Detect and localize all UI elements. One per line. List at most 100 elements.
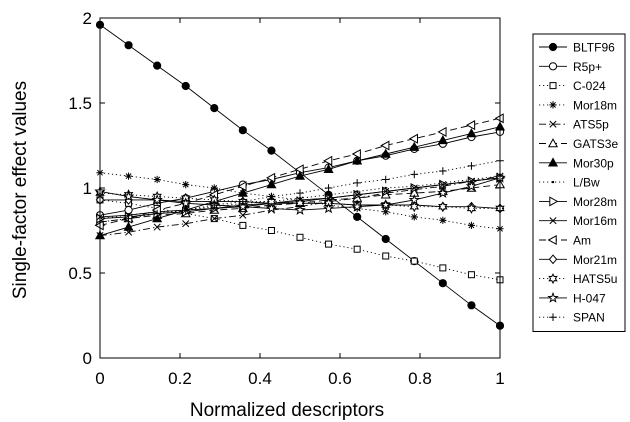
legend-entry: SPAN — [539, 311, 605, 325]
series-Am — [94, 113, 504, 231]
data-point — [353, 245, 361, 253]
data-point — [267, 227, 275, 234]
plot-area — [94, 20, 506, 330]
legend-entry: Mor16m — [539, 214, 617, 228]
data-point — [437, 126, 447, 137]
data-point — [210, 215, 218, 223]
legend-entry: Mor21m — [539, 253, 617, 267]
legend-label: L/Bw — [573, 176, 600, 190]
data-point — [438, 279, 447, 288]
data-point — [381, 175, 390, 184]
y-tick-label: 2 — [83, 9, 92, 28]
legend-marker — [547, 234, 557, 246]
data-point — [437, 134, 448, 145]
legend-label: Mor21m — [573, 253, 617, 267]
legend-label: C-024 — [573, 79, 606, 93]
data-point — [439, 216, 447, 224]
legend-marker — [547, 138, 559, 148]
data-point — [153, 209, 161, 218]
axes: 0 0.2 0.4 0.6 0.8 1 0 0.5 1 1.5 2 — [68, 9, 504, 388]
data-point — [179, 197, 192, 209]
data-point — [467, 162, 476, 170]
legend-entry: HATS5u — [539, 272, 617, 286]
legend-label: R5p+ — [573, 60, 602, 74]
data-point — [351, 148, 361, 160]
x-tick-label: 0 — [95, 369, 104, 388]
legend-box — [532, 33, 626, 332]
x-tick-label: 1 — [495, 369, 504, 388]
data-point — [124, 41, 133, 50]
data-point — [267, 192, 276, 201]
legend-marker — [549, 120, 557, 128]
x-tick-label: 0.8 — [408, 369, 432, 388]
data-point — [382, 187, 390, 195]
data-point — [408, 193, 421, 205]
data-point — [294, 204, 306, 215]
data-point — [182, 181, 190, 189]
data-point — [437, 187, 449, 198]
data-point — [153, 175, 161, 184]
legend-marker — [549, 82, 557, 90]
legend-entry: L/Bw — [539, 176, 600, 190]
x-tick-label: 0.2 — [168, 369, 192, 388]
legend-marker — [548, 254, 558, 265]
legend-label: SPAN — [573, 311, 605, 325]
data-point — [181, 81, 190, 91]
legend-marker — [548, 273, 558, 285]
x-axis-title: Normalized descriptors — [190, 400, 384, 421]
data-point — [381, 234, 390, 244]
data-point — [124, 172, 133, 180]
data-point — [238, 126, 247, 135]
data-point — [296, 233, 304, 241]
data-point — [322, 202, 335, 214]
legend-marker — [548, 42, 558, 52]
data-point — [94, 220, 104, 231]
data-point — [438, 201, 448, 213]
data-point — [151, 193, 163, 205]
data-point — [353, 212, 362, 221]
data-point — [466, 202, 477, 214]
legend-label: Am — [573, 234, 591, 248]
data-point — [409, 201, 420, 213]
x-tick-label: 0.4 — [248, 369, 272, 388]
data-point — [237, 200, 249, 212]
data-point — [353, 191, 361, 199]
data-point — [409, 141, 420, 151]
data-point — [351, 200, 363, 212]
legend-marker — [549, 313, 557, 321]
data-point — [296, 189, 304, 197]
data-point — [467, 271, 475, 279]
data-point — [294, 164, 304, 175]
series-line — [99, 160, 501, 223]
data-point — [410, 213, 418, 221]
data-point — [124, 214, 133, 223]
data-point — [382, 252, 390, 260]
legend-label: Mor28m — [573, 195, 617, 209]
legend-label: BLTF96 — [573, 41, 615, 55]
series-line — [99, 172, 501, 230]
data-point — [352, 155, 363, 165]
data-point — [123, 221, 134, 231]
data-point — [379, 198, 392, 210]
data-point — [325, 240, 333, 248]
legend-label: H-047 — [573, 291, 606, 305]
data-point — [265, 202, 278, 214]
legend-label: ATS5p — [573, 118, 609, 132]
data-point — [353, 179, 361, 187]
legend-entry: GATS3e — [539, 137, 618, 151]
legend-entry: Am — [539, 234, 591, 248]
legend-marker — [549, 101, 557, 109]
legend-entry: ATS5p — [539, 118, 609, 132]
legend-marker — [547, 291, 559, 303]
data-point — [466, 120, 476, 131]
data-point — [323, 155, 333, 166]
data-point — [151, 205, 161, 216]
data-point — [324, 184, 333, 192]
y-tick-label: 0 — [83, 349, 92, 368]
legend-label: GATS3e — [573, 137, 618, 151]
legend-label: Mor18m — [573, 98, 617, 112]
series-line — [99, 175, 501, 237]
data-point — [323, 163, 334, 173]
y-axis-title: Single-factor effect values — [10, 81, 31, 299]
legend-marker — [548, 62, 558, 71]
